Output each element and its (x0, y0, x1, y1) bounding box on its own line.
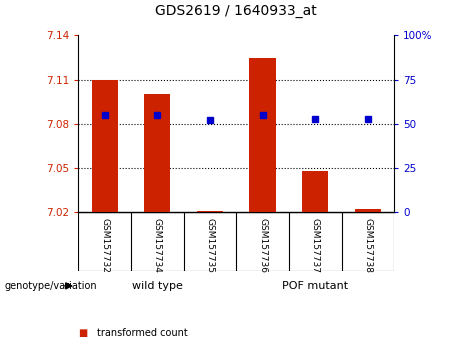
Bar (355, 210, 381, 212)
Text: GSM157738: GSM157738 (363, 218, 372, 273)
Text: GDS2619 / 1640933_at: GDS2619 / 1640933_at (155, 4, 317, 18)
Bar (197, 211, 223, 212)
Bar (144, 95, 171, 212)
Text: GSM157737: GSM157737 (311, 218, 320, 273)
Text: GSM157734: GSM157734 (153, 218, 162, 273)
Text: GSM157736: GSM157736 (258, 218, 267, 273)
Bar (92, 80, 118, 212)
Text: GSM157735: GSM157735 (206, 218, 214, 273)
Bar (302, 171, 328, 212)
Text: GSM157732: GSM157732 (100, 218, 109, 273)
Text: transformed count: transformed count (97, 328, 188, 338)
Text: wild type: wild type (132, 281, 183, 291)
Text: ■: ■ (78, 328, 88, 338)
Text: POF mutant: POF mutant (282, 281, 348, 291)
Bar (249, 57, 276, 212)
Text: genotype/variation: genotype/variation (5, 281, 97, 291)
